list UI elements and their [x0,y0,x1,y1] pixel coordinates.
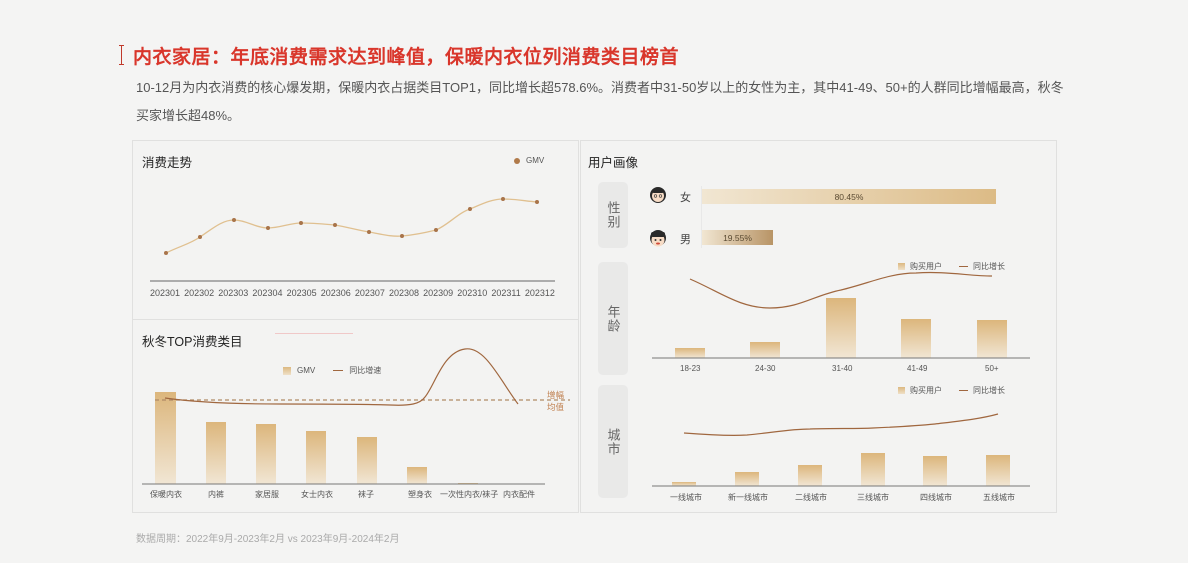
age-legend-line-label: 同比增长 [973,262,1005,271]
trend-legend: GMV [514,156,544,165]
tab-gender: 性别 [598,182,628,248]
x-tick: 202306 [320,288,351,298]
legend-bar-icon [898,387,905,394]
x-tick: 202308 [388,288,420,298]
x-tick: 18-23 [680,364,701,373]
x-tick: 内衣配件 [503,490,535,499]
trend-x-axis: 202301 202302 202303 202304 202305 20230… [150,288,555,298]
x-tick: 家居服 [255,490,279,499]
x-tick: 四线城市 [920,493,952,502]
x-tick: 202304 [252,288,283,298]
x-tick: 一次性内衣/袜子 [440,490,499,499]
x-tick: 内裤 [208,490,224,499]
x-tick: 三线城市 [857,493,889,502]
x-tick: 202301 [150,288,181,298]
x-tick: 202312 [524,288,555,298]
x-tick: 202310 [457,288,488,298]
tab-city: 城市 [598,385,628,498]
x-tick: 202309 [423,288,454,298]
x-tick: 袜子 [358,490,374,499]
x-tick: 新一线城市 [728,493,768,502]
legend-bar-label: GMV [297,366,316,375]
trend-legend-label: GMV [526,156,545,165]
gender-female-value: 80.45% [834,191,864,202]
city-legend-line-label: 同比增长 [973,386,1005,395]
avg-label-2: 均值 [547,402,565,412]
x-tick: 202307 [354,288,385,298]
age-x-axis: 18-23 24-30 31-40 41-49 50+ [650,364,1030,376]
gender-male-value: 19.55% [723,232,752,243]
page-description: 10-12月为内衣消费的核心爆发期，保暖内衣占据类目TOP1，同比增长超578.… [136,80,1064,123]
x-tick: 31-40 [832,364,853,373]
legend-dot-icon [514,157,520,164]
female-avatar-icon [648,184,668,204]
legend-line-icon [333,370,344,371]
age-legend: 购买用户 同比增长 [898,261,1005,272]
x-tick: 塑身衣 [408,490,432,499]
top-panel-title: 秋冬TOP消费类目 [142,335,243,349]
trend-panel [132,140,579,320]
x-tick: 保暖内衣 [150,490,182,499]
x-tick: 202305 [286,288,317,298]
city-legend: 购买用户 同比增长 [898,385,1005,396]
gender-axis [701,186,702,248]
age-legend-bar-label: 购买用户 [910,262,942,271]
legend-line-label: 同比增速 [349,366,382,375]
avg-line-label: 增幅 均值 [547,389,564,413]
legend-bar-icon [283,366,291,375]
male-avatar-icon [648,226,668,248]
x-tick: 50+ [985,364,999,373]
gender-female-bar: 80.45% [702,189,996,204]
user-panel-title: 用户画像 [588,156,639,170]
tab-gender-label: 性别 [605,201,621,229]
x-tick: 202303 [218,288,249,298]
x-tick: 202311 [491,288,521,298]
x-tick: 女士内衣 [301,490,333,499]
data-period-note: 数据周期：2022年9月-2023年2月 vs 2023年9月-2024年2月 [136,534,400,545]
legend-line-icon [959,390,968,391]
page-title: 内衣家居：年底消费需求达到峰值，保暖内衣位列消费类目榜首 [133,47,680,68]
x-tick: 二线城市 [795,493,827,502]
gender-female-label: 女 [680,192,691,204]
avg-label-1: 增幅 [547,390,565,400]
title-marker-icon [119,45,125,65]
gender-male-bar: 19.55% [702,230,773,245]
trend-panel-title: 消费走势 [142,156,193,170]
x-tick: 一线城市 [670,493,702,502]
tab-age: 年龄 [598,262,628,375]
city-x-axis: 一线城市 新一线城市 二线城市 三线城市 四线城市 五线城市 [650,492,1030,504]
x-tick: 五线城市 [983,493,1015,502]
top-legend: GMV 同比增速 [283,365,381,376]
city-legend-bar-label: 购买用户 [910,386,942,395]
legend-bar-icon [898,263,905,270]
tab-age-label: 年龄 [605,304,621,333]
gender-male-label: 男 [680,234,691,246]
x-tick: 24-30 [755,364,776,373]
x-tick: 41-49 [907,364,928,373]
tab-city-label: 城市 [605,427,621,456]
title-accent-line [275,333,353,334]
legend-line-icon [959,266,968,267]
top-x-axis: 保暖内衣 内裤 家居服 女士内衣 袜子 塑身衣 一次性内衣/袜子 内衣配件 [140,489,550,501]
x-tick: 202302 [184,288,215,298]
